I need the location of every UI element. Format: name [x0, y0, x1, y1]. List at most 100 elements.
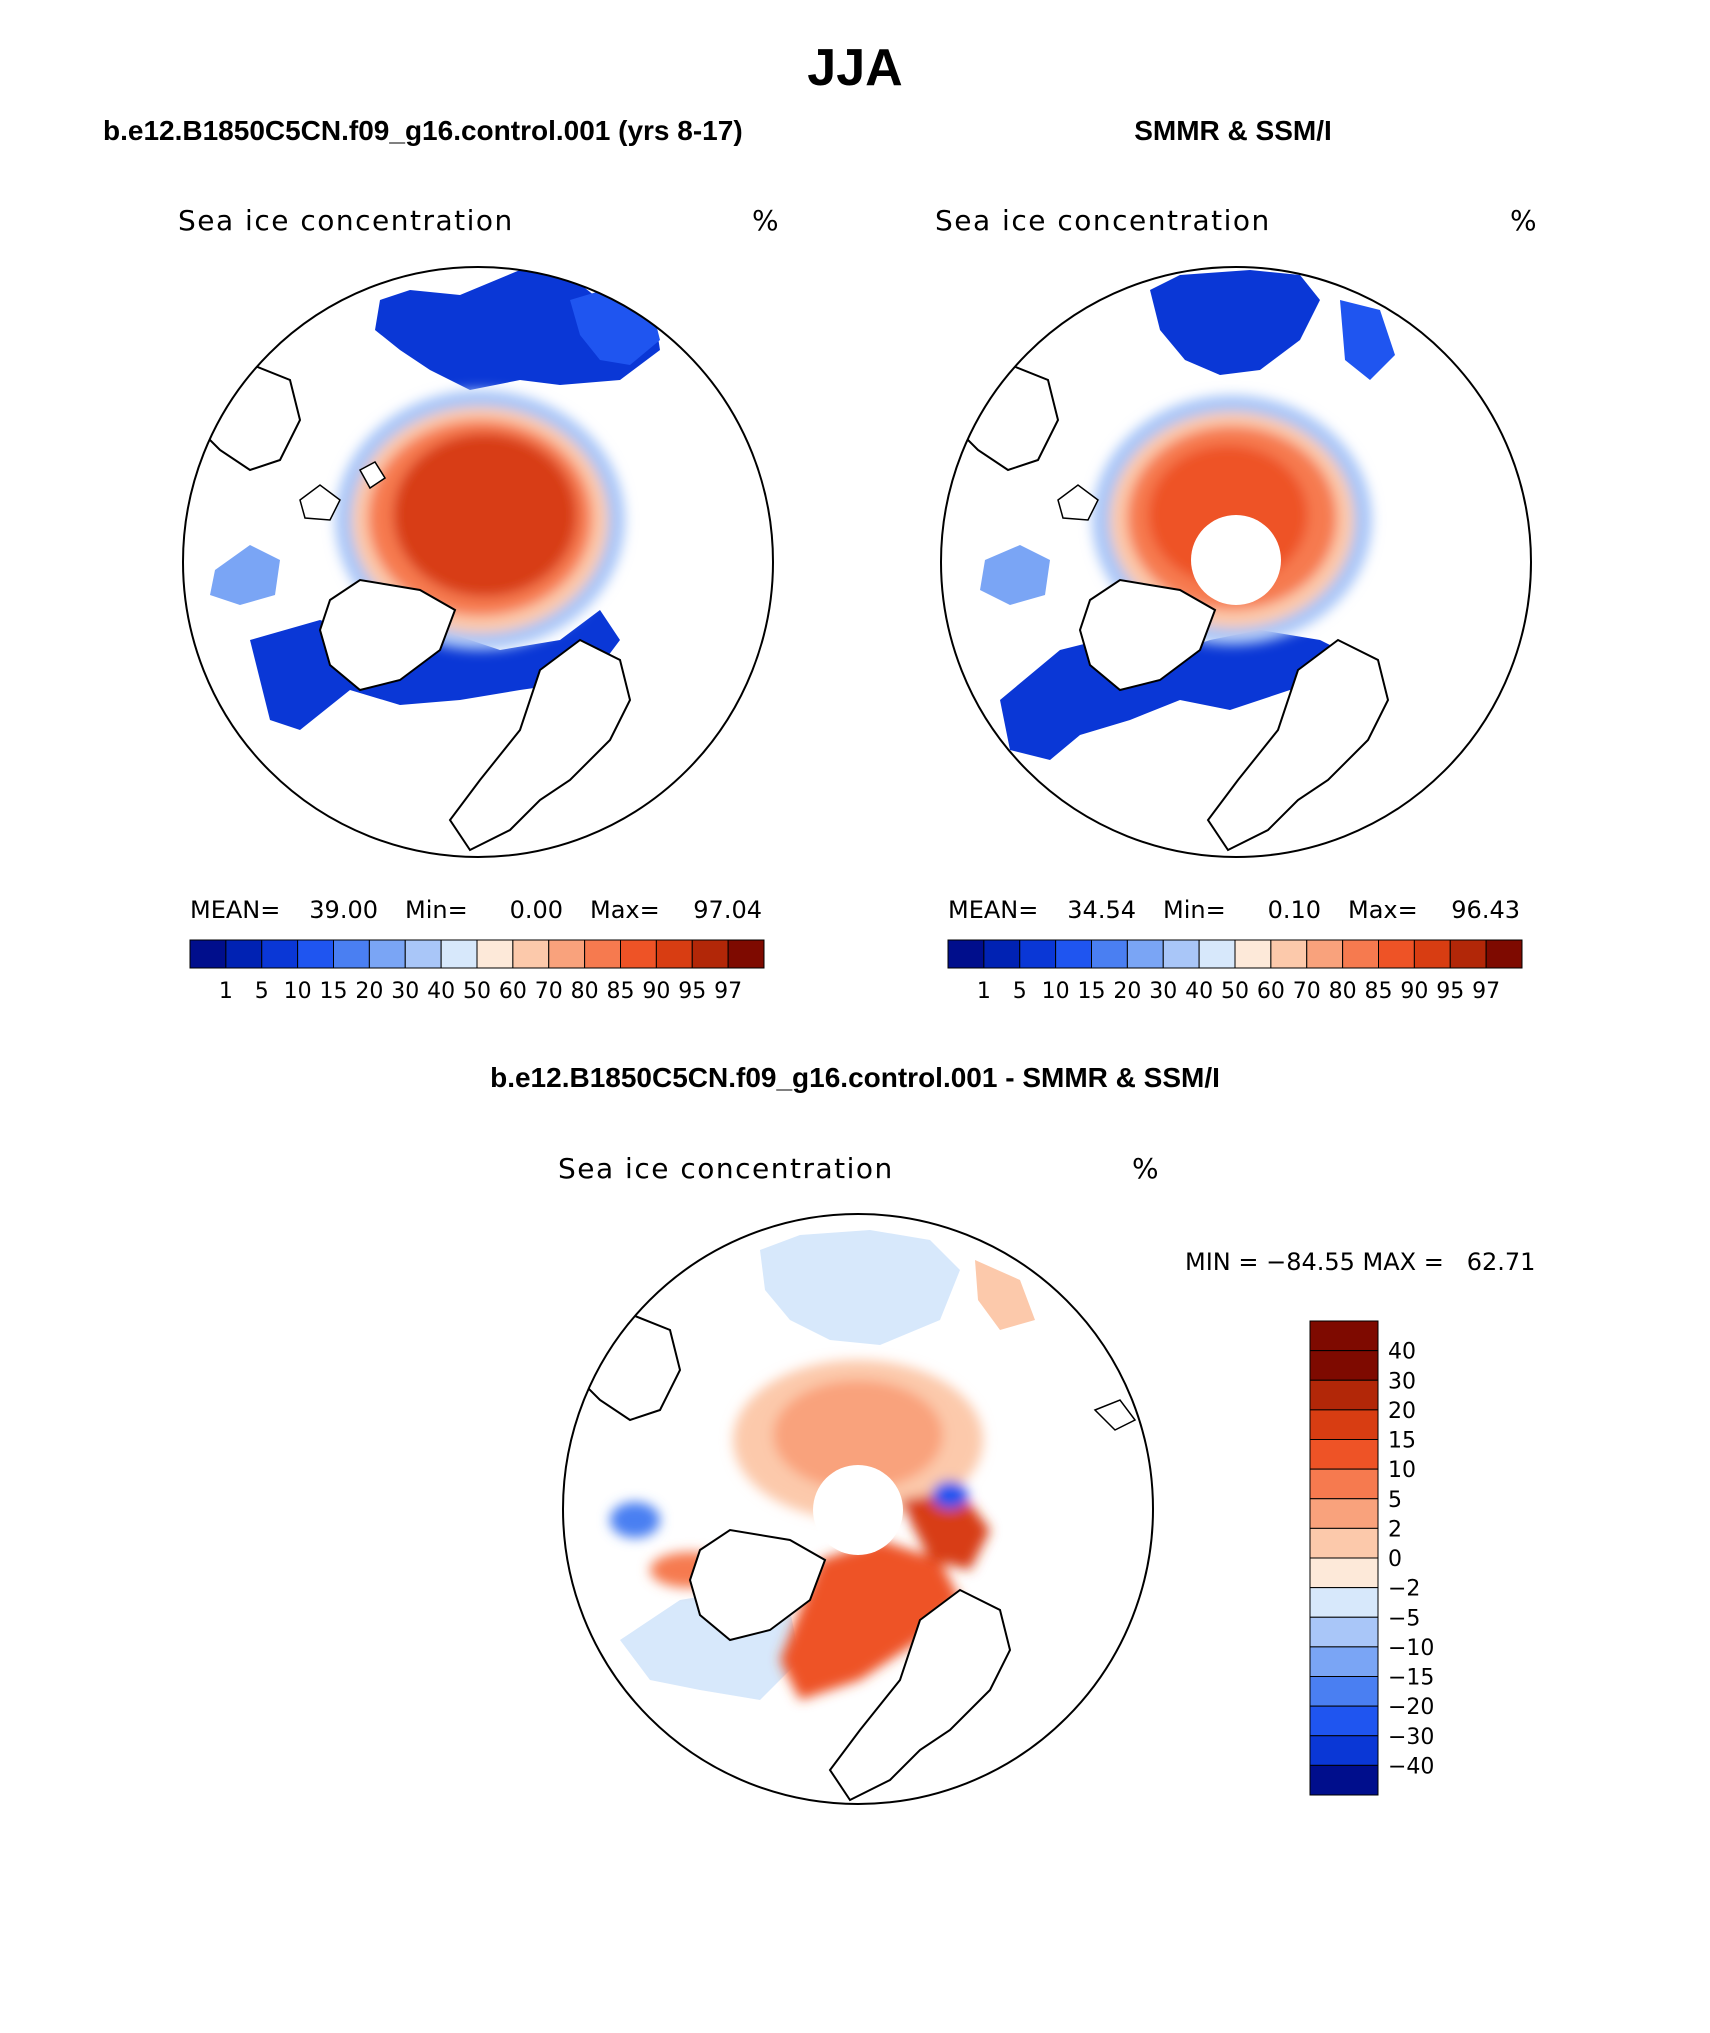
diff-colorbar-tick: −10: [1388, 1636, 1434, 1661]
obs-colorbar-tick: 5: [1013, 979, 1027, 1004]
model-max-value: 97.04: [693, 896, 762, 924]
model-colorbar-swatch: [225, 939, 263, 969]
model-colorbar-tick: 97: [714, 979, 742, 1004]
model-colorbar-swatch: [727, 939, 765, 969]
diff-bering-area: [760, 1230, 960, 1345]
model-colorbar-swatch: [440, 939, 478, 969]
diff-colorbar-tick: 10: [1388, 1458, 1416, 1483]
obs-map: [941, 267, 1531, 857]
obs-hudson-ice: [980, 545, 1050, 605]
diff-colorbar-tick: 20: [1388, 1399, 1416, 1424]
model-colorbar-swatch: [512, 939, 550, 969]
diff-colorbar-tick: −2: [1388, 1577, 1420, 1602]
diff-colorbar-tick: −40: [1388, 1754, 1434, 1779]
model-units: %: [752, 204, 779, 237]
diff-eurasia-coast: [828, 1588, 1012, 1802]
diff-colorbar-swatch: [1309, 1676, 1379, 1707]
model-colorbar-swatch: [691, 939, 729, 969]
model-mean-value: 39.00: [309, 896, 378, 924]
obs-colorbar-tick: 20: [1113, 979, 1141, 1004]
model-heading: b.e12.B1850C5CN.f09_g16.control.001 (yrs…: [103, 115, 743, 146]
model-min-label: Min=: [405, 896, 468, 924]
model-colorbar-swatch: [548, 939, 586, 969]
model-colorbar-tick: 40: [427, 979, 455, 1004]
obs-title: Sea ice concentration: [935, 204, 1271, 237]
obs-colorbar-swatch: [1413, 939, 1451, 969]
obs-colorbar-tick: 15: [1078, 979, 1106, 1004]
obs-colorbar-swatch: [1162, 939, 1200, 969]
diff-colorbar-swatch: [1309, 1646, 1379, 1677]
diff-title: Sea ice concentration: [558, 1152, 894, 1185]
diff-colorbar-tick: 2: [1388, 1517, 1402, 1542]
diff-greenland-positive: [780, 1540, 960, 1700]
figure-title: JJA: [807, 39, 902, 97]
diff-colorbar-swatch: [1309, 1616, 1379, 1648]
obs-colorbar-tick: 80: [1329, 979, 1357, 1004]
obs-colorbar-tick: 40: [1185, 979, 1213, 1004]
model-colorbar-tick: 50: [463, 979, 491, 1004]
diff-minmax: MIN = −84.55 MAX = 62.71: [1185, 1248, 1535, 1276]
obs-colorbar-swatch: [1449, 939, 1487, 969]
diff-colorbar-tick: 40: [1388, 1340, 1416, 1365]
panel-observations: SMMR & SSM/I Sea ice concentration % MEA…: [935, 115, 1537, 1004]
obs-colorbar-swatch: [1306, 939, 1344, 969]
diff-colorbar-swatch: [1309, 1705, 1379, 1737]
model-colorbar-tick: 20: [355, 979, 383, 1004]
obs-colorbar-swatch: [1378, 939, 1415, 969]
model-mean-label: MEAN=: [190, 896, 280, 924]
obs-bering-ice: [1150, 270, 1320, 375]
obs-map-border: [940, 266, 1532, 858]
obs-colorbar-swatch: [1019, 939, 1057, 969]
model-hudson-ice: [210, 545, 280, 605]
obs-colorbar-tick: 50: [1221, 979, 1249, 1004]
diff-units: %: [1132, 1152, 1159, 1185]
diff-greenland: [688, 1528, 827, 1642]
model-eurasia-coast: [448, 638, 632, 852]
diff-colorbar-swatch: [1309, 1498, 1379, 1529]
model-colorbar-tick: 5: [255, 979, 269, 1004]
model-colorbar-swatch: [368, 939, 406, 969]
diff-colorbar-swatch: [1309, 1527, 1379, 1559]
obs-colorbar-swatch: [1270, 939, 1308, 969]
model-colorbar-swatch: [620, 939, 657, 969]
diff-colorbar-tick: −5: [1388, 1606, 1420, 1631]
model-colorbar-tick: 30: [391, 979, 419, 1004]
model-ice-core: [393, 433, 577, 597]
model-colorbar-tick: 90: [642, 979, 670, 1004]
obs-colorbar-swatch: [1126, 939, 1164, 969]
model-colorbar-swatch: [655, 939, 693, 969]
obs-greenland: [1078, 578, 1217, 692]
diff-colorbar-tick: 5: [1388, 1488, 1402, 1513]
obs-units: %: [1510, 204, 1537, 237]
obs-colorbar-tick: 10: [1042, 979, 1070, 1004]
obs-heading: SMMR & SSM/I: [1134, 115, 1332, 146]
diff-pole-hole: [813, 1465, 903, 1555]
model-map: [183, 267, 773, 857]
diff-okhotsk-area: [975, 1260, 1035, 1330]
obs-max-label: Max=: [1348, 896, 1418, 924]
obs-colorbar-tick: 60: [1257, 979, 1285, 1004]
obs-colorbar: 1 5 10 15 20 30 40 50 60 70 80 85 90 95 97: [947, 939, 1523, 1004]
model-colorbar-tick: 1: [219, 979, 233, 1004]
model-colorbar-swatch: [476, 939, 514, 969]
obs-okhotsk-ice: [1340, 300, 1395, 380]
model-map-border: [182, 266, 774, 858]
diff-colorbar-swatch: [1309, 1350, 1379, 1381]
diff-colorbar-swatch: [1309, 1587, 1379, 1618]
model-colorbar-swatch: [404, 939, 442, 969]
model-max-label: Max=: [590, 896, 660, 924]
diff-colorbar-swatch: [1309, 1379, 1379, 1411]
model-colorbar-tick: 95: [678, 979, 706, 1004]
model-colorbar-swatch: [333, 939, 370, 969]
diff-colorbar-swatch: [1309, 1764, 1379, 1796]
obs-pole-hole: [1191, 515, 1281, 605]
model-title: Sea ice concentration: [178, 204, 514, 237]
model-colorbar-tick: 85: [607, 979, 635, 1004]
obs-mean-value: 34.54: [1067, 896, 1136, 924]
obs-colorbar-swatch: [983, 939, 1021, 969]
obs-colorbar-tick: 97: [1472, 979, 1500, 1004]
model-colorbar-swatch: [189, 939, 227, 969]
diff-colorbar-swatch: [1309, 1320, 1379, 1352]
